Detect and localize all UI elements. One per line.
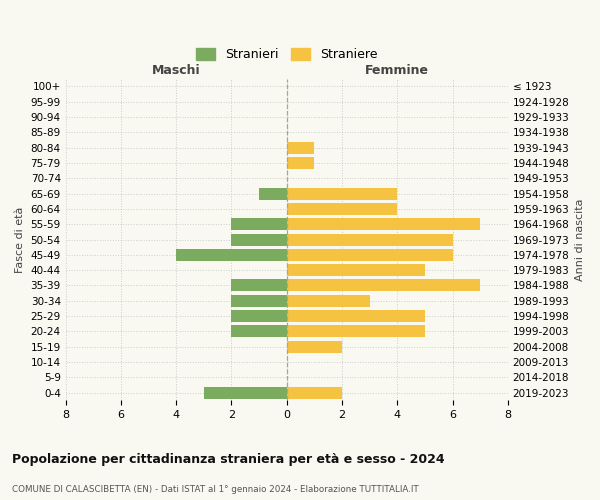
Legend: Stranieri, Straniere: Stranieri, Straniere <box>191 44 382 66</box>
Bar <box>232 234 287 245</box>
Bar <box>204 386 287 398</box>
Bar <box>287 386 342 398</box>
Bar <box>287 203 397 215</box>
Bar <box>232 280 287 291</box>
Bar <box>232 310 287 322</box>
Bar <box>232 295 287 306</box>
Text: COMUNE DI CALASCIBETTA (EN) - Dati ISTAT al 1° gennaio 2024 - Elaborazione TUTTI: COMUNE DI CALASCIBETTA (EN) - Dati ISTAT… <box>12 485 419 494</box>
Bar <box>232 218 287 230</box>
Text: Popolazione per cittadinanza straniera per età e sesso - 2024: Popolazione per cittadinanza straniera p… <box>12 452 445 466</box>
Bar <box>287 157 314 169</box>
Bar <box>232 326 287 338</box>
Text: Maschi: Maschi <box>152 64 200 76</box>
Y-axis label: Anni di nascita: Anni di nascita <box>575 198 585 281</box>
Bar <box>259 188 287 200</box>
Bar <box>287 295 370 306</box>
Bar <box>287 340 342 352</box>
Text: Femmine: Femmine <box>365 64 429 76</box>
Bar <box>287 249 452 261</box>
Bar <box>287 310 425 322</box>
Bar <box>287 218 480 230</box>
Y-axis label: Fasce di età: Fasce di età <box>15 206 25 272</box>
Bar <box>287 234 452 245</box>
Bar <box>176 249 287 261</box>
Bar <box>287 326 425 338</box>
Bar <box>287 264 425 276</box>
Bar <box>287 280 480 291</box>
Bar <box>287 142 314 154</box>
Bar <box>287 188 397 200</box>
